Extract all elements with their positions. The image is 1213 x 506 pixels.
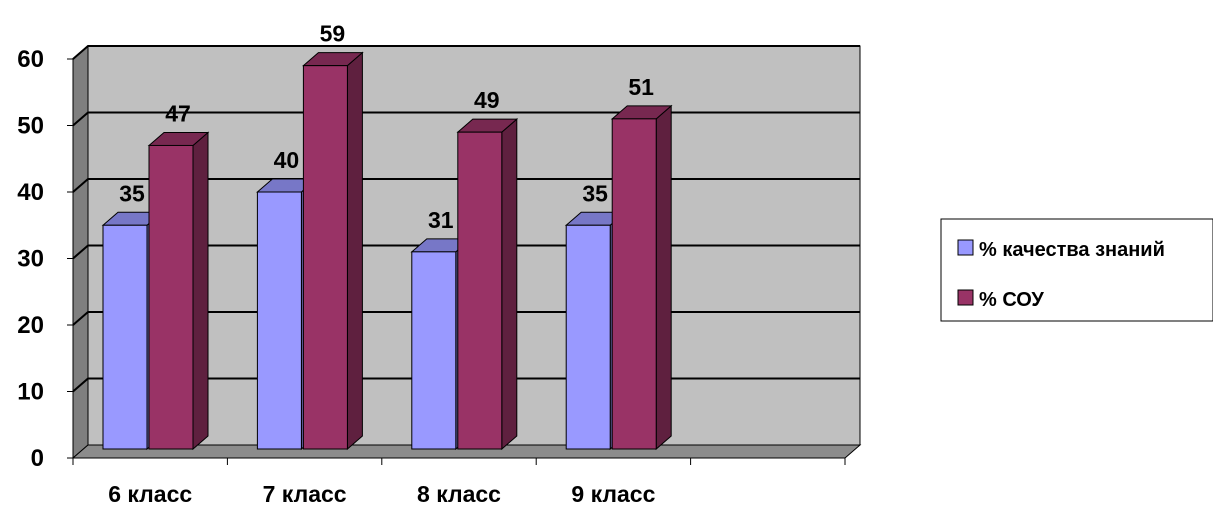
bar xyxy=(457,131,503,450)
legend-box xyxy=(940,218,1213,322)
legend-swatch-quality xyxy=(957,239,974,256)
x-tick-label: 6 класс xyxy=(108,481,192,506)
data-label: 59 xyxy=(320,21,346,47)
gridline xyxy=(72,111,860,127)
bar xyxy=(256,191,302,450)
bar-side xyxy=(655,104,672,451)
bar xyxy=(411,251,457,450)
gridline xyxy=(72,178,860,193)
legend: % качества знаний % СОУ xyxy=(940,218,1213,322)
x-tick-label: 7 класс xyxy=(263,481,347,506)
y-tick-label: 50 xyxy=(17,113,44,140)
bar xyxy=(565,224,611,450)
bar-side xyxy=(192,131,209,451)
bar xyxy=(148,144,194,450)
data-label: 49 xyxy=(474,87,500,113)
bar-side xyxy=(346,51,363,451)
axes: 0 10 20 30 40 50 60 6 класс 7 класс 8 класс 9 клас… xyxy=(17,46,846,506)
data-label: 35 xyxy=(119,180,145,206)
bars xyxy=(101,51,673,451)
legend-label-quality: % качества знаний xyxy=(979,239,1165,261)
legend-label-sou: % СОУ xyxy=(979,289,1044,311)
y-tick-label: 60 xyxy=(17,46,44,73)
x-tick-label: 9 класс xyxy=(571,481,655,506)
y-tick-label: 10 xyxy=(17,379,44,406)
legend-swatch-sou xyxy=(957,289,974,306)
data-label: 47 xyxy=(165,100,191,126)
bar xyxy=(611,118,657,450)
bar xyxy=(302,65,348,450)
bar-side xyxy=(501,118,518,451)
x-tick-label: 8 класс xyxy=(417,481,501,506)
data-label: 35 xyxy=(582,180,608,206)
y-tick-label: 30 xyxy=(17,246,44,273)
data-label: 31 xyxy=(428,207,454,233)
y-tick-label: 40 xyxy=(17,179,44,206)
data-label: 40 xyxy=(274,147,300,173)
y-tick-label: 20 xyxy=(17,312,44,339)
y-tick-label: 0 xyxy=(31,445,44,472)
gridline xyxy=(72,45,860,60)
data-label: 51 xyxy=(628,74,654,100)
data-labels: 35 47 40 59 31 49 35 51 xyxy=(119,21,654,233)
bar xyxy=(102,224,148,450)
